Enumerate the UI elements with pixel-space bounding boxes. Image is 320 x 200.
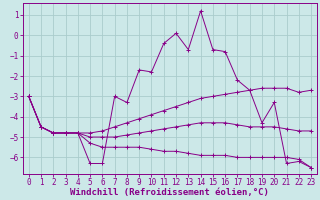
X-axis label: Windchill (Refroidissement éolien,°C): Windchill (Refroidissement éolien,°C) <box>70 188 269 197</box>
